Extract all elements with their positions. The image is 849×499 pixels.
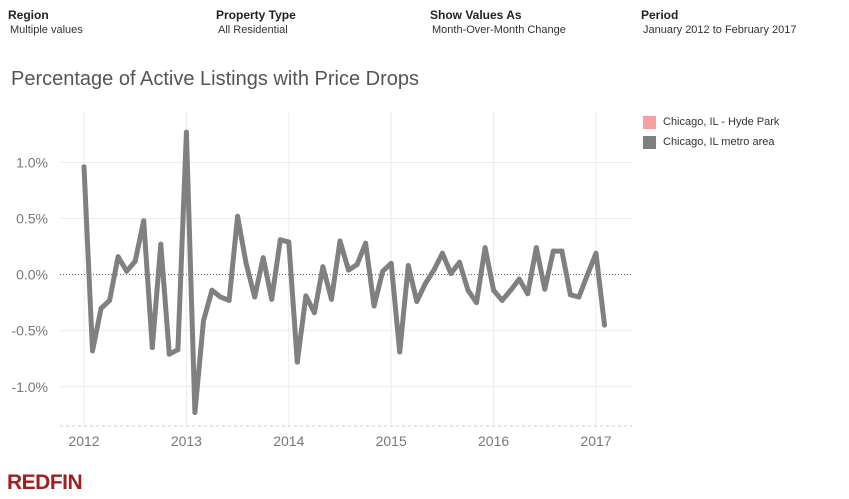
property-type-filter[interactable]: Property Type All Residential xyxy=(216,8,296,37)
data-point xyxy=(294,359,300,365)
region-filter-label: Region xyxy=(8,8,49,22)
filter-bar: Region Multiple values Property Type All… xyxy=(0,8,849,40)
legend-item-metro-area[interactable]: Chicago, IL metro area xyxy=(643,132,779,152)
data-point xyxy=(252,294,258,300)
data-point xyxy=(303,293,309,299)
show-values-as-filter-value[interactable]: Month-Over-Month Change xyxy=(432,24,566,36)
x-tick-label-2017: 2017 xyxy=(580,433,611,449)
region-filter-value[interactable]: Multiple values xyxy=(10,24,83,36)
data-point xyxy=(602,322,607,328)
data-point xyxy=(422,281,428,287)
data-point xyxy=(371,303,377,309)
data-point xyxy=(593,250,599,256)
period-filter[interactable]: Period January 2012 to February 2017 xyxy=(641,8,797,37)
data-point xyxy=(567,292,573,298)
data-point xyxy=(482,245,488,251)
data-point xyxy=(508,287,514,293)
x-tick-label-2015: 2015 xyxy=(376,433,407,449)
x-tick-label-2013: 2013 xyxy=(171,433,202,449)
data-point xyxy=(550,248,556,254)
data-point xyxy=(243,260,249,266)
data-point xyxy=(439,250,445,256)
data-point xyxy=(183,129,189,135)
data-point xyxy=(286,239,292,245)
data-point xyxy=(277,237,283,243)
data-point xyxy=(499,297,505,303)
data-point xyxy=(218,294,223,300)
data-point xyxy=(235,213,241,219)
data-point xyxy=(405,263,411,269)
data-point xyxy=(431,267,437,273)
data-point xyxy=(124,268,130,274)
data-point xyxy=(457,259,462,265)
data-point xyxy=(363,240,369,246)
data-point xyxy=(585,272,590,278)
data-point xyxy=(90,348,95,354)
data-point xyxy=(226,297,232,303)
data-point xyxy=(320,264,326,270)
data-point xyxy=(525,291,531,297)
x-tick-label-2016: 2016 xyxy=(478,433,509,449)
data-point xyxy=(132,258,138,264)
property-type-filter-label: Property Type xyxy=(216,8,296,22)
data-point xyxy=(448,271,454,276)
data-point xyxy=(516,276,522,282)
redfin-logo: REDFIN xyxy=(7,471,83,494)
y-tick-label: 0.5% xyxy=(16,211,48,227)
data-point xyxy=(491,287,497,293)
y-tick-label: -0.5% xyxy=(11,323,48,339)
data-point xyxy=(465,287,471,293)
show-values-as-filter-label: Show Values As xyxy=(430,8,522,22)
data-point xyxy=(81,164,87,170)
legend-item-hyde-park[interactable]: Chicago, IL - Hyde Park xyxy=(643,112,779,132)
y-tick-label: 0.0% xyxy=(16,267,48,283)
chart-title: Percentage of Active Listings with Price… xyxy=(11,68,419,90)
x-tick-label-2012: 2012 xyxy=(68,433,99,449)
data-point xyxy=(354,262,360,267)
data-point xyxy=(166,351,172,357)
legend-swatch-metro-area xyxy=(643,135,656,149)
data-point xyxy=(474,300,479,306)
period-filter-value[interactable]: January 2012 to February 2017 xyxy=(643,24,797,36)
legend-label-hyde-park: Chicago, IL - Hyde Park xyxy=(663,116,780,128)
data-point xyxy=(559,248,565,254)
data-point xyxy=(388,260,394,266)
property-type-filter-value[interactable]: All Residential xyxy=(218,24,288,36)
data-point xyxy=(329,296,334,302)
data-point xyxy=(260,255,266,261)
data-point xyxy=(107,297,113,303)
data-point xyxy=(397,349,403,355)
data-point xyxy=(269,296,275,302)
data-point xyxy=(380,268,386,274)
data-point xyxy=(192,410,198,415)
data-point xyxy=(158,241,164,247)
series-line-metro-area xyxy=(81,129,607,415)
data-point xyxy=(115,254,121,260)
y-tick-label: 1.0% xyxy=(16,154,48,170)
data-point xyxy=(337,238,343,244)
data-point xyxy=(141,218,147,224)
chart-legend: Chicago, IL - Hyde Park Chicago, IL metr… xyxy=(643,112,779,152)
show-values-as-filter[interactable]: Show Values As Month-Over-Month Change xyxy=(430,8,566,37)
data-point xyxy=(98,305,104,311)
data-point xyxy=(542,286,548,292)
data-point xyxy=(414,299,420,304)
legend-label-metro-area: Chicago, IL metro area xyxy=(663,136,775,148)
data-point xyxy=(149,345,155,350)
data-point xyxy=(346,267,351,273)
region-filter[interactable]: Region Multiple values xyxy=(8,8,83,37)
data-point xyxy=(311,310,317,316)
data-point xyxy=(201,318,206,324)
data-point xyxy=(533,245,539,251)
data-point xyxy=(576,294,582,300)
y-tick-label: -1.0% xyxy=(11,379,48,395)
legend-swatch-hyde-park xyxy=(643,115,656,129)
period-filter-label: Period xyxy=(641,8,679,22)
data-point xyxy=(175,347,181,353)
data-point xyxy=(209,287,215,293)
x-tick-label-2014: 2014 xyxy=(273,433,304,449)
